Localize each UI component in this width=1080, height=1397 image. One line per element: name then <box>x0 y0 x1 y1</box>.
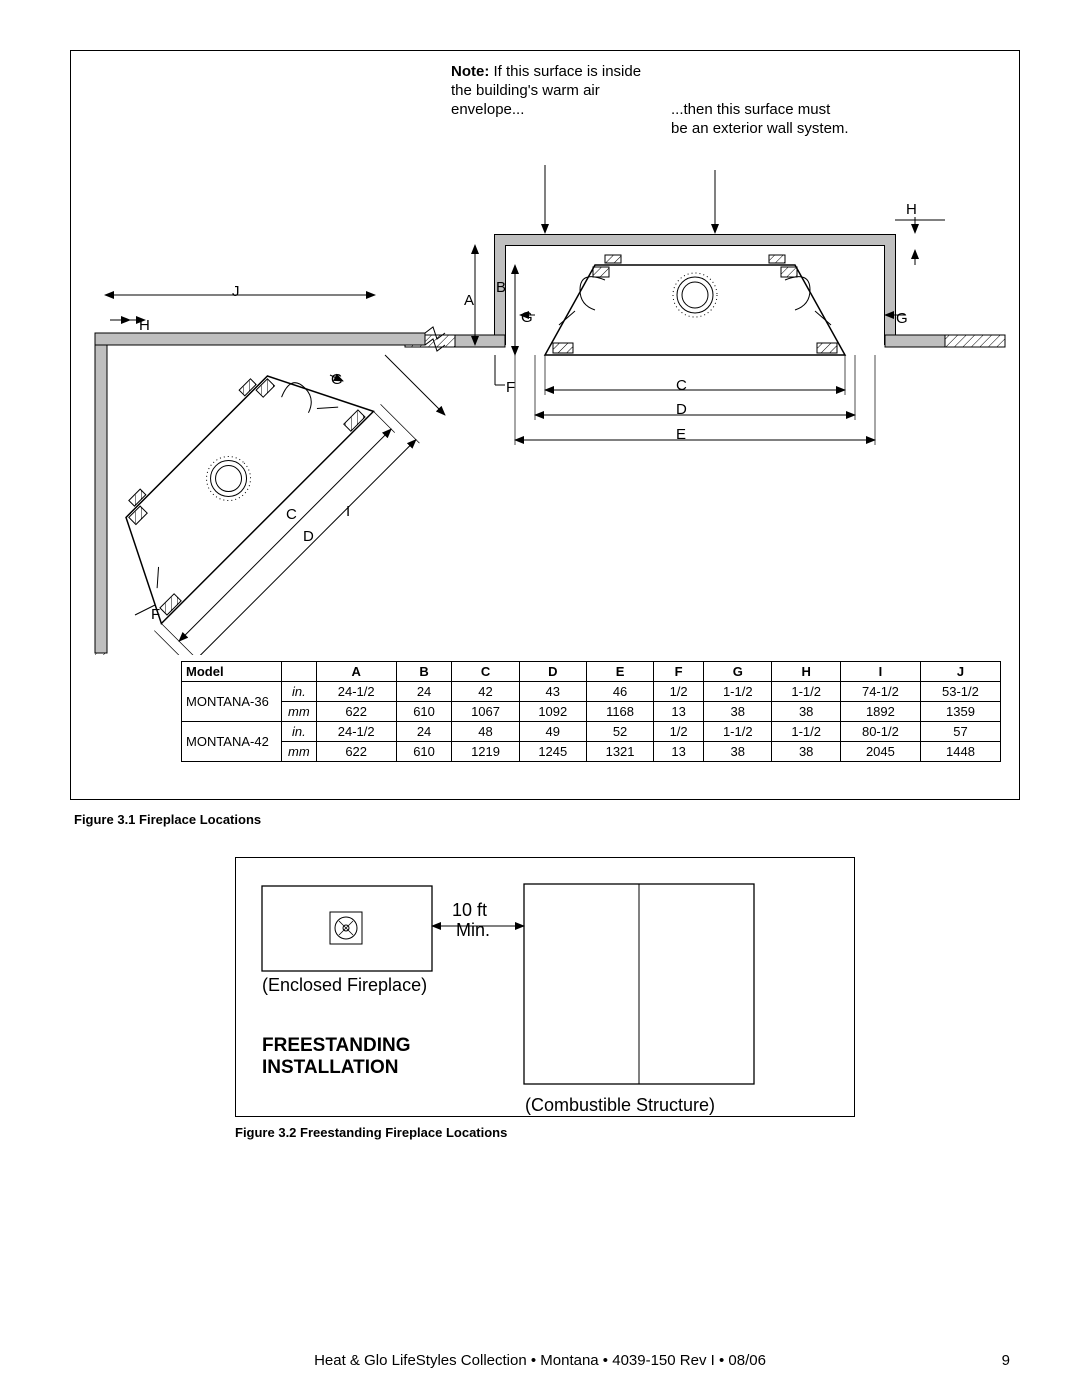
label-D-left: D <box>303 528 314 545</box>
fig2-distance: 10 ft <box>452 900 487 920</box>
dimension-table: ModelABCDEFGHIJ MONTANA-36in.24-1/224424… <box>181 661 1001 762</box>
label-G-mid: G <box>521 309 533 326</box>
label-C-left: C <box>286 506 297 523</box>
fig2-title-2: INSTALLATION <box>262 1057 399 1078</box>
fig2-caption: Figure 3.2 Freestanding Fireplace Locati… <box>235 1125 855 1140</box>
table-body: MONTANA-36in.24-1/2244243461/21-1/21-1/2… <box>182 682 1001 762</box>
fig2-diagram: 10 ft Min. (Enclosed Fireplace) FREESTAN… <box>254 876 834 1100</box>
label-H-right: H <box>906 201 917 218</box>
label-F-left: F <box>151 606 160 623</box>
label-J: J <box>232 283 240 300</box>
label-H-left: H <box>139 317 150 334</box>
figure-3-1: Note: If this surface is inside the buil… <box>70 50 1020 800</box>
figure-3-2: 10 ft Min. (Enclosed Fireplace) FREESTAN… <box>235 857 855 1117</box>
label-F-mid: F <box>506 379 515 396</box>
label-A: A <box>464 292 474 309</box>
fig1-caption: Figure 3.1 Fireplace Locations <box>74 812 1020 827</box>
label-B: B <box>496 279 506 296</box>
corner-install <box>75 295 448 655</box>
label-G-left: G <box>331 371 343 388</box>
fig2-title-1: FREESTANDING <box>262 1035 410 1056</box>
fig2-min: Min. <box>456 920 490 940</box>
label-E: E <box>676 426 686 443</box>
label-G-right: G <box>896 310 908 327</box>
fig1-diagram <box>75 55 1015 655</box>
label-I: I <box>346 503 350 520</box>
page-footer: Heat & Glo LifeStyles Collection • Monta… <box>0 1352 1080 1369</box>
table-header-row: ModelABCDEFGHIJ <box>182 662 1001 682</box>
page-number: 9 <box>1002 1352 1010 1369</box>
label-D-right: D <box>676 401 687 418</box>
label-C-right: C <box>676 377 687 394</box>
fig2-enclosed: (Enclosed Fireplace) <box>262 975 427 995</box>
footer-text: Heat & Glo LifeStyles Collection • Monta… <box>0 1352 1080 1369</box>
